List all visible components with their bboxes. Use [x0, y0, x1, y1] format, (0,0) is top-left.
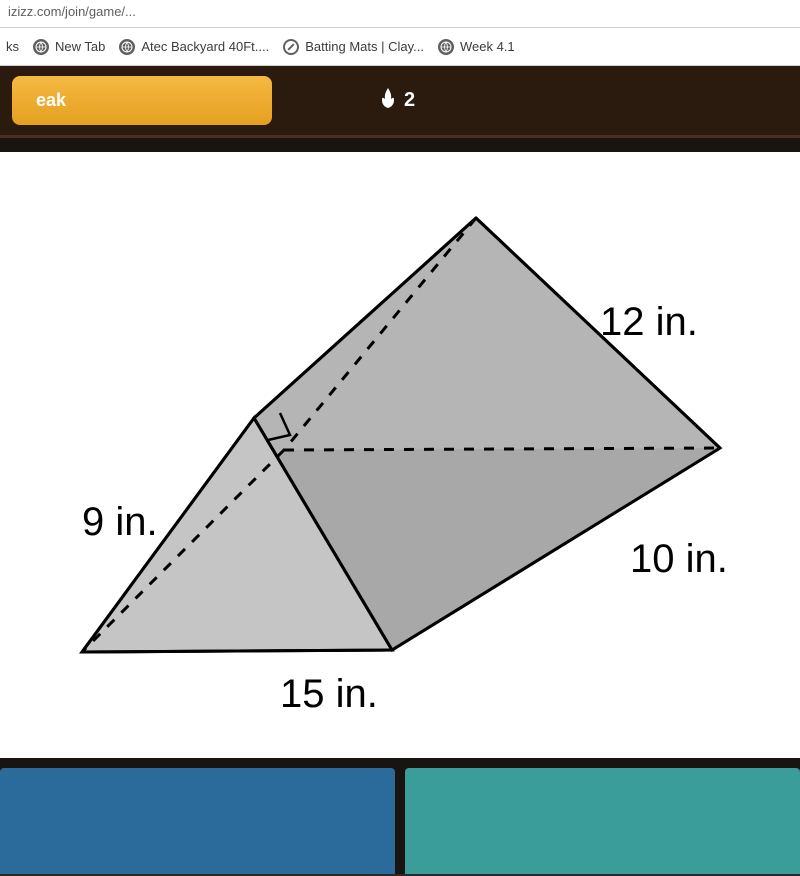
label-9in: 9 in.	[82, 500, 158, 545]
streak-count-display: 2	[378, 86, 415, 116]
bookmark-label: New Tab	[55, 39, 105, 54]
globe-icon	[33, 39, 49, 55]
bookmark-batting[interactable]: Batting Mats | Clay...	[283, 39, 424, 55]
globe-icon	[438, 39, 454, 55]
answer-tiles	[0, 758, 800, 874]
globe-icon	[119, 39, 135, 55]
bookmarks-bar: ks New Tab Atec Backyard 40Ft.... Battin…	[0, 28, 800, 66]
diagram-container: 12 in. 9 in. 10 in. 15 in.	[0, 152, 800, 758]
label-10in: 10 in.	[630, 537, 728, 582]
prism-diagram	[0, 152, 800, 758]
streak-label: eak	[36, 90, 66, 110]
streak-button[interactable]: eak	[12, 76, 272, 125]
bookmark-label: Week 4.1	[460, 39, 515, 54]
content-area: 12 in. 9 in. 10 in. 15 in.	[0, 138, 800, 874]
bookmark-label: Batting Mats | Clay...	[305, 39, 424, 54]
bookmark-new-tab[interactable]: New Tab	[33, 39, 105, 55]
answer-tile-2[interactable]	[405, 768, 800, 874]
bookmark-atec[interactable]: Atec Backyard 40Ft....	[119, 39, 269, 55]
game-header: eak 2	[0, 66, 800, 138]
answer-tile-1[interactable]	[0, 768, 395, 874]
flame-icon	[378, 86, 398, 116]
label-15in: 15 in.	[280, 672, 378, 717]
url-bar: izizz.com/join/game/...	[0, 0, 800, 28]
bookmark-week[interactable]: Week 4.1	[438, 39, 515, 55]
label-12in: 12 in.	[600, 300, 698, 345]
batting-icon	[283, 39, 299, 55]
bookmarks-prefix: ks	[6, 39, 19, 54]
url-text: izizz.com/join/game/...	[8, 4, 136, 19]
streak-count-value: 2	[404, 89, 415, 112]
bookmark-label: Atec Backyard 40Ft....	[141, 39, 269, 54]
